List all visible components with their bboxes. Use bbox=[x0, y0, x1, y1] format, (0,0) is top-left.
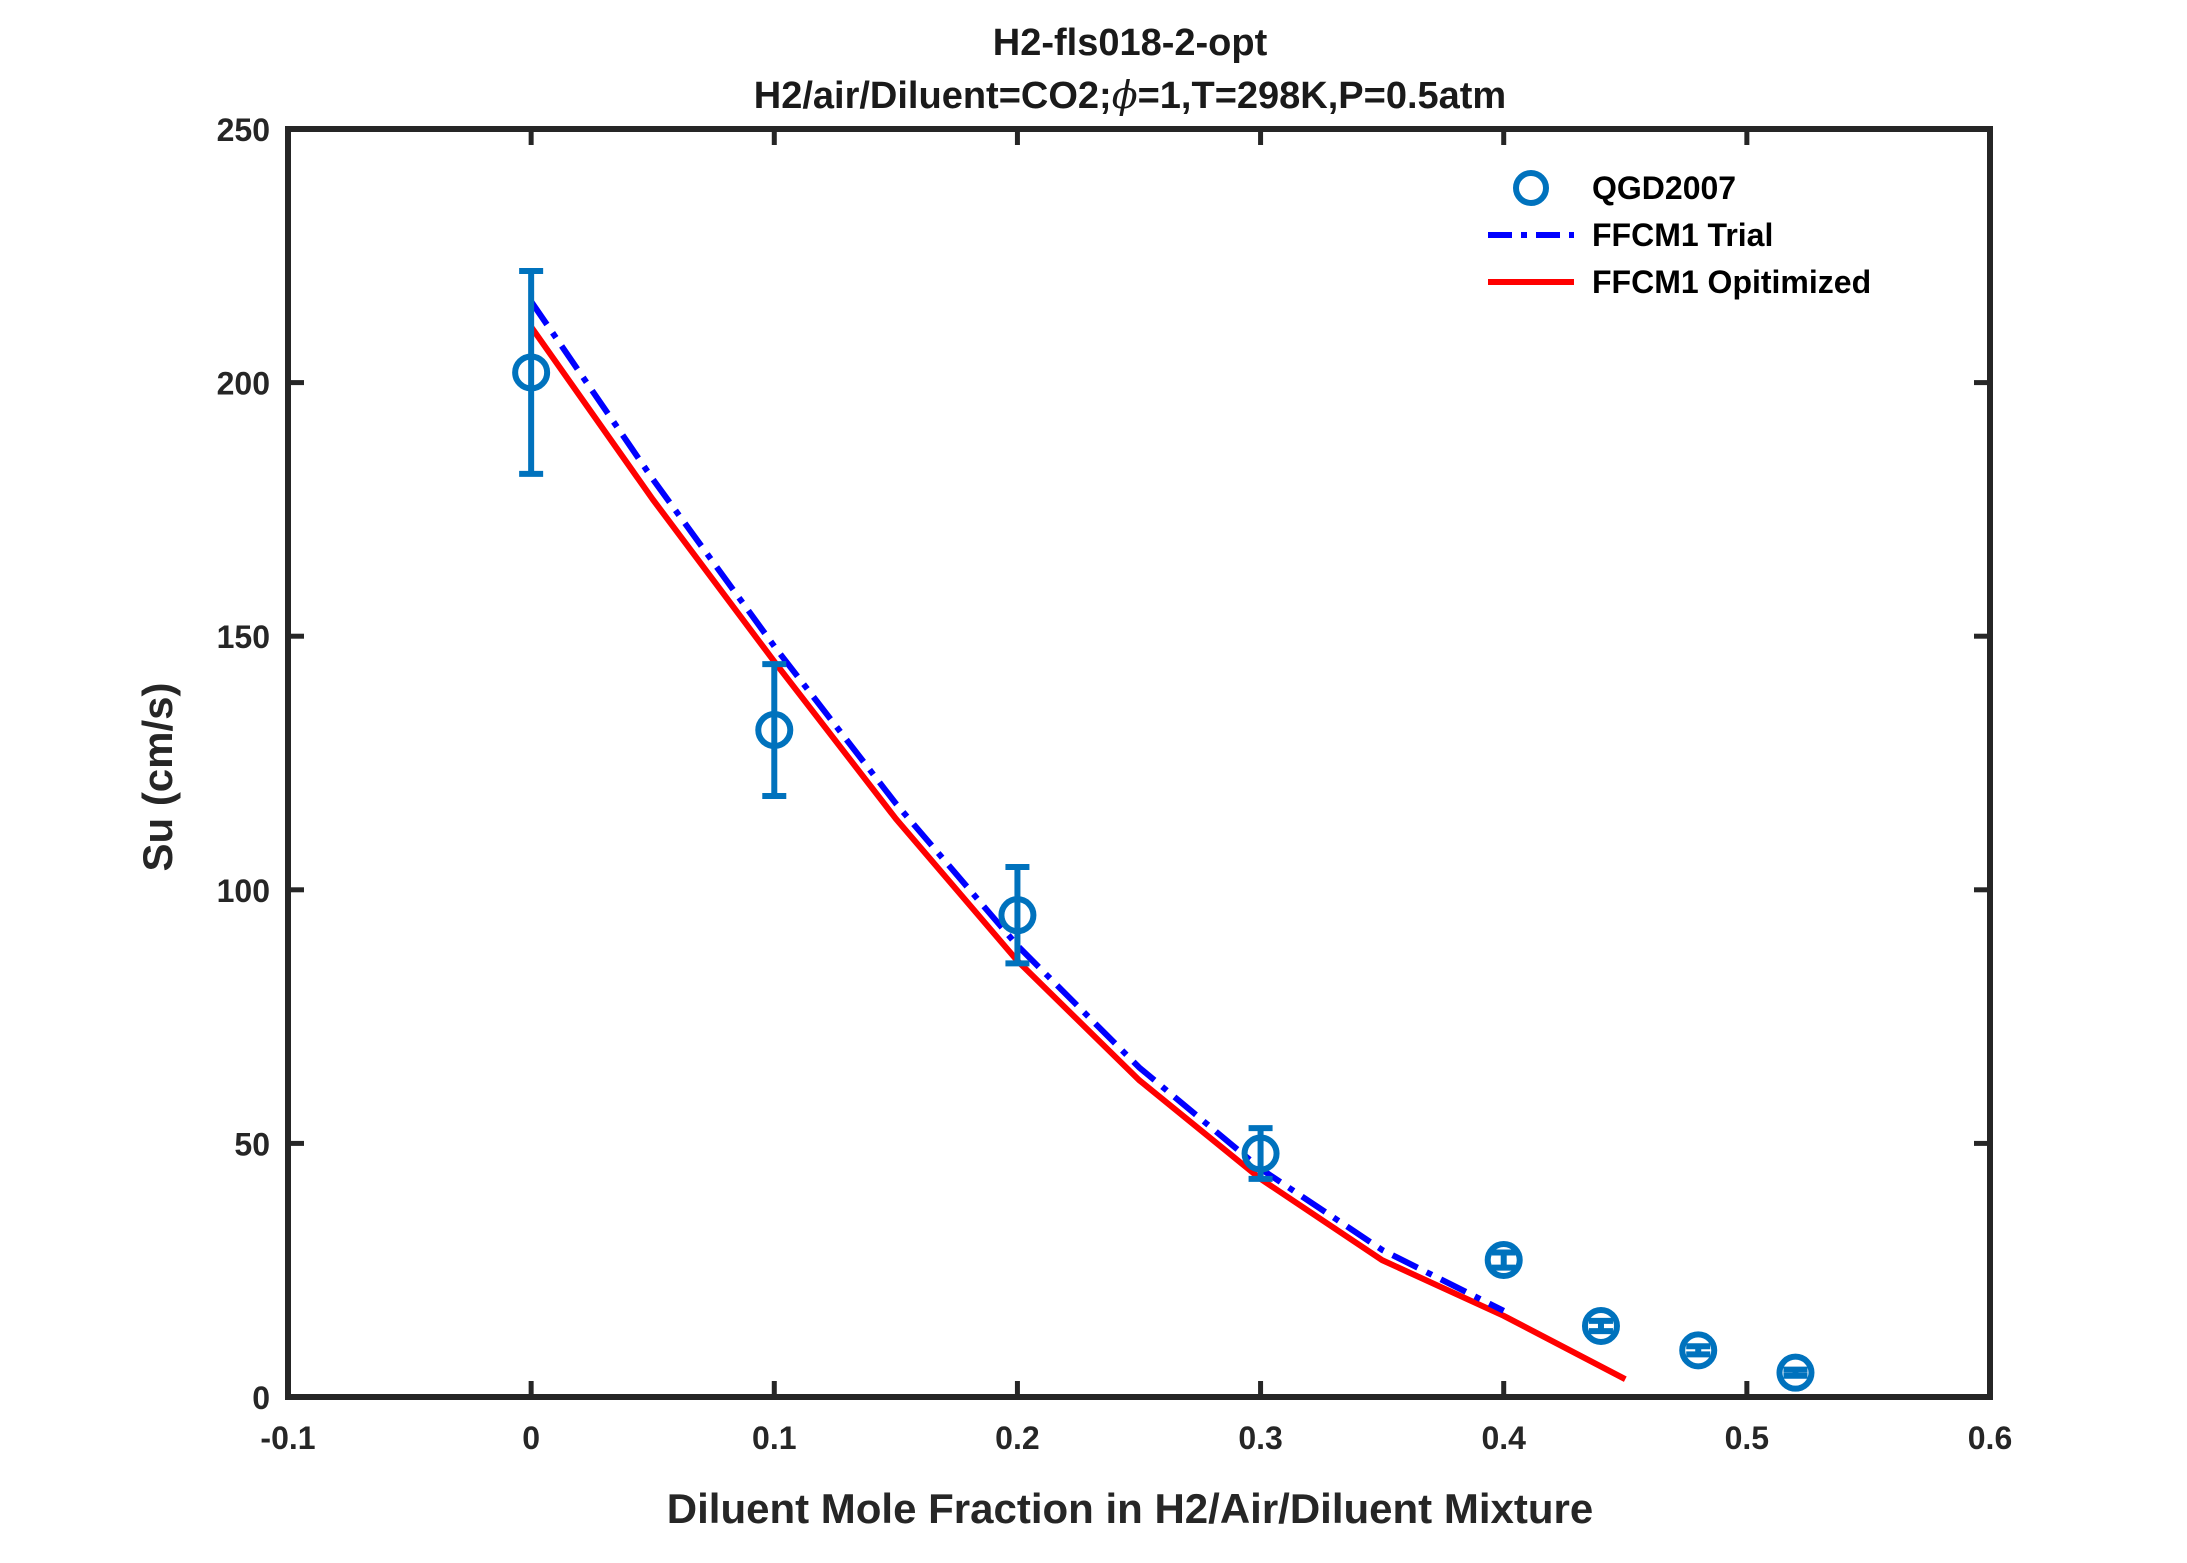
data-marker bbox=[1241, 1134, 1280, 1173]
chart-subtitle-suffix: =1,T=298K,P=0.5atm bbox=[1138, 75, 1507, 117]
x-tick-label: 0.4 bbox=[1481, 1420, 1526, 1456]
data-marker bbox=[1776, 1353, 1815, 1392]
x-tick-label: 0.6 bbox=[1968, 1420, 2012, 1456]
legend-label: FFCM1 Opitimized bbox=[1592, 264, 1871, 300]
axes-box bbox=[285, 126, 1993, 1400]
y-tick-label: 100 bbox=[217, 873, 270, 909]
series-line-ffcm1-optimized bbox=[528, 325, 1627, 1382]
data-marker bbox=[755, 711, 794, 750]
data-marker bbox=[1581, 1306, 1620, 1345]
y-axis-label: Su (cm/s) bbox=[134, 682, 181, 871]
plot-area: -0.1 0 0.1 0.2 0.3 0.4 0.5 0.6 0 50 100 150 200 250 QG… bbox=[217, 112, 2013, 1456]
data-marker bbox=[1679, 1331, 1718, 1370]
x-tick-label: 0.1 bbox=[752, 1420, 796, 1456]
data-point bbox=[998, 863, 1037, 967]
series-line-ffcm1-trial bbox=[528, 299, 1506, 1314]
chart-title: H2-fls018-2-opt bbox=[993, 22, 1268, 64]
x-tick-label: 0.5 bbox=[1725, 1420, 1769, 1456]
legend-label: FFCM1 Trial bbox=[1592, 217, 1773, 253]
y-tick-label: 250 bbox=[217, 112, 270, 148]
legend-label: QGD2007 bbox=[1592, 170, 1736, 206]
data-point bbox=[755, 661, 794, 799]
data-point bbox=[1776, 1353, 1815, 1392]
x-tick-label: 0.2 bbox=[995, 1420, 1039, 1456]
chart-subtitle: H2/air/Diluent=CO2;ϕ=1,T=298K,P=0.5atm bbox=[754, 73, 1506, 117]
y-tick-label: 0 bbox=[252, 1380, 270, 1416]
data-point bbox=[1581, 1306, 1620, 1345]
y-tick-label: 50 bbox=[234, 1126, 270, 1162]
chart-subtitle-symbol: ϕ bbox=[1112, 73, 1138, 117]
y-tick-label: 150 bbox=[217, 619, 270, 655]
x-tick-label: -0.1 bbox=[260, 1420, 315, 1456]
data-point bbox=[512, 268, 551, 477]
x-tick-label: 0.3 bbox=[1238, 1420, 1282, 1456]
data-marker bbox=[512, 353, 551, 392]
chart-subtitle-prefix: H2/air/Diluent=CO2; bbox=[754, 75, 1112, 117]
data-marker bbox=[998, 896, 1037, 935]
data-point bbox=[1679, 1331, 1718, 1370]
x-axis-label: Diluent Mole Fraction in H2/Air/Diluent … bbox=[667, 1485, 1593, 1532]
data-point bbox=[1241, 1125, 1280, 1182]
data-point bbox=[1484, 1241, 1523, 1280]
legend: QGD2007 FFCM1 Trial FFCM1 Opitimized bbox=[1488, 170, 1871, 300]
x-tick-label: 0 bbox=[522, 1420, 540, 1456]
y-tick-label: 200 bbox=[217, 366, 270, 402]
legend-marker-qgd2007 bbox=[1513, 170, 1549, 206]
data-marker bbox=[1484, 1241, 1523, 1280]
